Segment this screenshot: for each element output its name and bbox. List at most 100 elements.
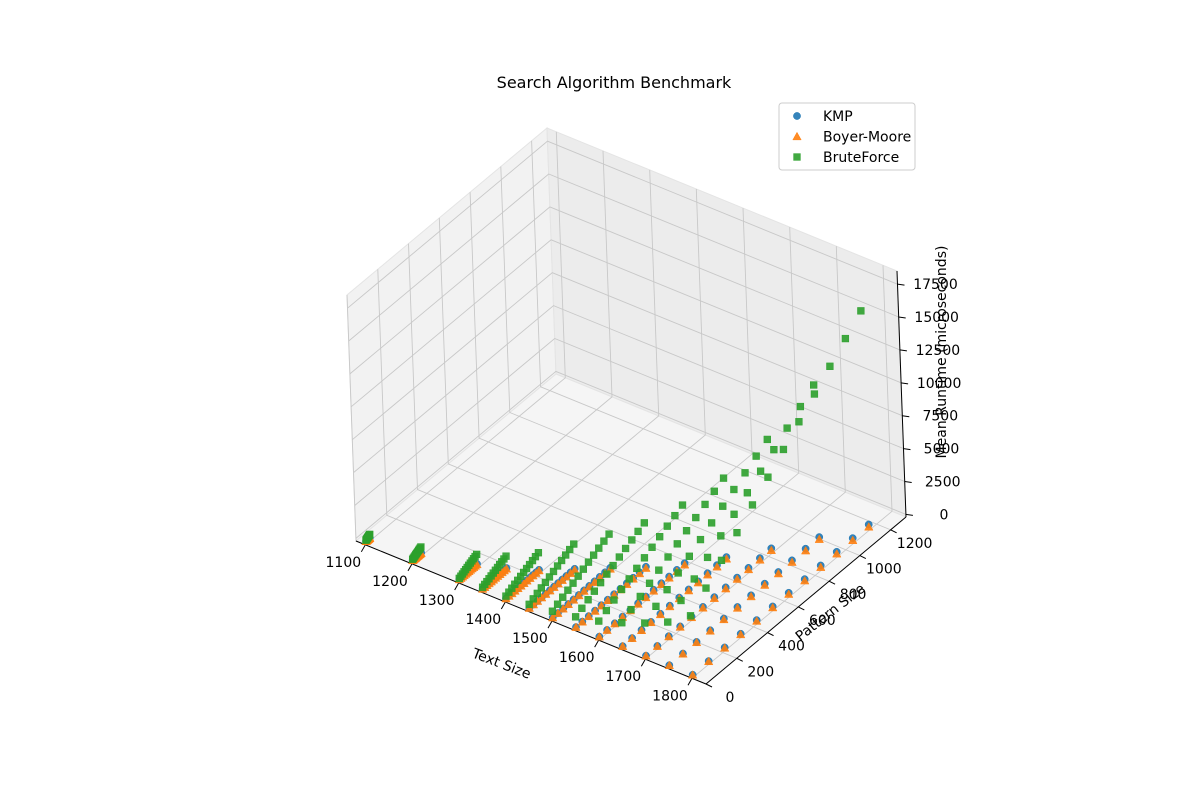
data-point — [541, 578, 550, 587]
data-point — [733, 528, 741, 537]
data-point — [641, 651, 651, 660]
data-point — [796, 402, 805, 411]
legend-marker — [793, 153, 801, 161]
y-tick-mark — [859, 555, 867, 559]
data-point — [472, 550, 481, 559]
data-point — [618, 641, 628, 650]
data-point — [625, 575, 633, 583]
grid-line-z — [355, 370, 907, 539]
data-point — [602, 606, 611, 615]
data-point — [841, 334, 850, 343]
grid-line-z — [353, 305, 904, 473]
data-point — [584, 611, 594, 621]
data-point — [618, 619, 626, 627]
data-point — [574, 590, 584, 600]
data-point — [717, 556, 726, 565]
data-point — [627, 633, 637, 642]
z-tick-label: 5000 — [924, 442, 960, 458]
grid-line-z — [349, 206, 901, 375]
data-point — [589, 551, 598, 559]
data-point — [596, 578, 605, 587]
x-tick-mark — [640, 658, 646, 667]
data-point — [615, 553, 623, 561]
data-point — [594, 632, 604, 641]
data-point — [664, 618, 672, 626]
y-tick-label: 400 — [778, 639, 805, 655]
legend-label: Boyer-Moore — [823, 130, 911, 146]
data-point — [663, 522, 671, 530]
data-point — [709, 593, 720, 602]
data-point — [549, 567, 558, 576]
data-point — [627, 605, 635, 614]
grid-line-z — [347, 140, 898, 309]
data-point — [622, 579, 632, 588]
data-point — [548, 612, 558, 622]
data-point — [640, 519, 648, 527]
legend-label: BruteForce — [823, 150, 899, 166]
data-point — [577, 617, 587, 626]
data-point — [752, 616, 762, 625]
x-tick-label: 1700 — [606, 669, 642, 685]
data-point — [595, 544, 603, 552]
data-point — [557, 556, 566, 565]
data-point — [848, 535, 858, 544]
z-tick-label: 12500 — [916, 343, 961, 359]
data-point — [692, 513, 700, 522]
x-tick-mark — [687, 678, 693, 686]
data-point — [691, 637, 702, 647]
data-point — [621, 544, 630, 553]
data-point — [537, 584, 545, 592]
data-point — [603, 570, 611, 578]
y-tick-label: 200 — [747, 664, 774, 680]
data-point — [779, 445, 788, 454]
data-point — [571, 622, 581, 631]
data-point — [710, 487, 718, 495]
data-point — [664, 660, 674, 669]
legend-marker — [792, 131, 802, 141]
data-point — [628, 536, 636, 544]
data-point — [664, 553, 672, 561]
grid-line-z — [354, 337, 905, 506]
data-point — [826, 362, 834, 370]
data-point — [755, 555, 765, 564]
data-point — [640, 554, 649, 562]
data-point — [648, 543, 656, 551]
grid-line-y — [438, 217, 799, 608]
data-point — [562, 551, 570, 559]
data-point — [574, 572, 582, 580]
x-tick-label: 1500 — [512, 631, 548, 647]
data-point — [569, 595, 579, 604]
y-tick-mark — [705, 683, 713, 688]
data-point — [678, 501, 687, 509]
data-point — [634, 568, 645, 578]
y-tick-label: 1000 — [866, 562, 902, 578]
data-point — [707, 519, 716, 527]
z-tick-label: 7500 — [922, 409, 958, 425]
data-point — [417, 543, 425, 551]
data-point — [704, 656, 714, 666]
grid-line-y — [500, 166, 860, 556]
legend-label: KMP — [823, 109, 853, 125]
z-tick-label: 17500 — [913, 277, 958, 293]
data-point — [810, 390, 819, 398]
data-point — [649, 586, 659, 595]
data-point — [595, 617, 603, 625]
data-point — [717, 532, 725, 540]
data-point — [645, 579, 654, 587]
data-point — [684, 585, 694, 595]
data-point — [736, 629, 746, 639]
data-point — [610, 618, 620, 628]
x-tick-label: 1400 — [466, 612, 502, 628]
data-point — [857, 307, 865, 315]
y-tick-mark — [890, 529, 897, 534]
data-point — [590, 587, 599, 595]
data-point — [655, 566, 663, 574]
grid-line-z — [352, 272, 903, 441]
z-tick-mark — [901, 382, 909, 385]
data-point — [646, 617, 656, 627]
grid-line-z — [350, 239, 902, 408]
data-point — [533, 589, 541, 598]
data-point — [569, 579, 577, 587]
data-point — [783, 424, 791, 432]
